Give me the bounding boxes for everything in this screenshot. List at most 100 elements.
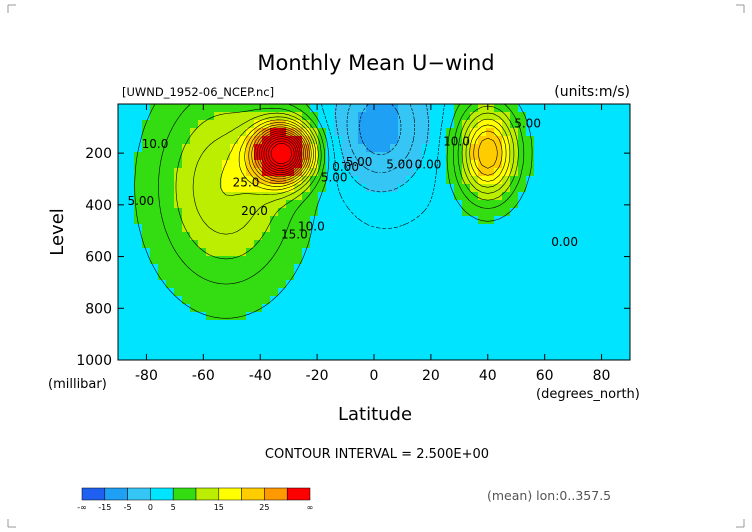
field-cell bbox=[406, 128, 415, 137]
field-cell bbox=[598, 288, 607, 297]
field-cell bbox=[262, 176, 271, 185]
field-cell bbox=[206, 304, 215, 313]
field-cell bbox=[230, 136, 239, 145]
field-cell bbox=[414, 136, 423, 145]
field-cell bbox=[326, 176, 335, 185]
field-cell bbox=[326, 208, 335, 217]
field-cell bbox=[182, 208, 191, 217]
field-cell bbox=[454, 192, 463, 201]
field-cell bbox=[606, 328, 615, 337]
field-cell bbox=[502, 208, 511, 217]
field-cell bbox=[326, 184, 335, 193]
field-cell bbox=[302, 128, 311, 137]
field-cell bbox=[382, 264, 391, 273]
field-cell bbox=[182, 288, 191, 297]
field-cell bbox=[478, 216, 487, 225]
field-cell bbox=[614, 128, 623, 137]
field-cell bbox=[534, 280, 543, 289]
field-cell bbox=[558, 272, 567, 281]
field-cell bbox=[542, 288, 551, 297]
field-cell bbox=[126, 152, 135, 161]
field-cell bbox=[262, 312, 271, 321]
field-cell bbox=[526, 200, 535, 209]
crop-marks bbox=[7, 4, 745, 528]
field-cell bbox=[246, 280, 255, 289]
field-cell bbox=[302, 104, 311, 113]
field-cell bbox=[398, 232, 407, 241]
field-cell bbox=[558, 120, 567, 129]
field-cell bbox=[406, 200, 415, 209]
field-cell bbox=[366, 232, 375, 241]
field-cell bbox=[254, 272, 263, 281]
field-cell bbox=[574, 288, 583, 297]
field-cell bbox=[526, 320, 535, 329]
field-cell bbox=[502, 336, 511, 345]
field-cell bbox=[470, 208, 479, 217]
field-cell bbox=[398, 208, 407, 217]
field-cell bbox=[262, 192, 271, 201]
field-cell bbox=[598, 256, 607, 265]
field-cell bbox=[518, 344, 527, 353]
field-cell bbox=[422, 144, 431, 153]
field-cell bbox=[342, 176, 351, 185]
field-cell bbox=[406, 344, 415, 353]
field-cell bbox=[438, 328, 447, 337]
field-cell bbox=[478, 208, 487, 217]
field-cell bbox=[238, 336, 247, 345]
field-cell bbox=[430, 224, 439, 233]
field-cell bbox=[238, 304, 247, 313]
field-cell bbox=[134, 248, 143, 257]
field-cell bbox=[462, 248, 471, 257]
field-cell bbox=[342, 136, 351, 145]
field-cell bbox=[182, 352, 191, 360]
field-cell bbox=[414, 352, 423, 360]
field-cell bbox=[582, 256, 591, 265]
field-cell bbox=[390, 184, 399, 193]
field-cell bbox=[238, 256, 247, 265]
field-cell bbox=[246, 136, 255, 145]
field-cell bbox=[166, 184, 175, 193]
field-cell bbox=[134, 224, 143, 233]
field-cell bbox=[166, 328, 175, 337]
field-cell bbox=[438, 248, 447, 257]
field-cell bbox=[558, 104, 567, 113]
field-cell bbox=[558, 280, 567, 289]
field-cell bbox=[470, 216, 479, 225]
field-cell bbox=[174, 272, 183, 281]
field-cell bbox=[542, 272, 551, 281]
field-cell bbox=[174, 184, 183, 193]
field-cell bbox=[494, 248, 503, 257]
field-cell bbox=[398, 336, 407, 345]
field-cell bbox=[606, 256, 615, 265]
field-cell bbox=[294, 336, 303, 345]
field-cell bbox=[278, 120, 287, 129]
field-cell bbox=[382, 320, 391, 329]
field-cell bbox=[534, 144, 543, 153]
field-cell bbox=[478, 296, 487, 305]
field-cell bbox=[326, 296, 335, 305]
field-cell bbox=[382, 152, 391, 161]
contour-line bbox=[219, 116, 511, 196]
field-cell bbox=[398, 264, 407, 273]
field-cell bbox=[414, 192, 423, 201]
colorbar-label: ∞ bbox=[307, 503, 314, 512]
field-cell bbox=[126, 224, 135, 233]
field-cell bbox=[590, 336, 599, 345]
field-cell bbox=[414, 120, 423, 129]
field-cell bbox=[142, 320, 151, 329]
field-cell bbox=[262, 232, 271, 241]
field-cell bbox=[150, 136, 159, 145]
field-cell bbox=[278, 184, 287, 193]
field-cell bbox=[206, 288, 215, 297]
colorbar-labels: -∞ -15 -5 0 5 15 25 ∞ bbox=[77, 503, 313, 512]
field-cell bbox=[222, 296, 231, 305]
field-cell bbox=[334, 208, 343, 217]
field-cell bbox=[582, 192, 591, 201]
field-cell bbox=[270, 328, 279, 337]
contour-label: 5.00 bbox=[127, 194, 154, 208]
field-cell bbox=[542, 224, 551, 233]
field-cell bbox=[126, 280, 135, 289]
field-cell bbox=[390, 280, 399, 289]
chart-title: Monthly Mean U−wind bbox=[257, 51, 494, 75]
field-cell bbox=[478, 128, 487, 137]
